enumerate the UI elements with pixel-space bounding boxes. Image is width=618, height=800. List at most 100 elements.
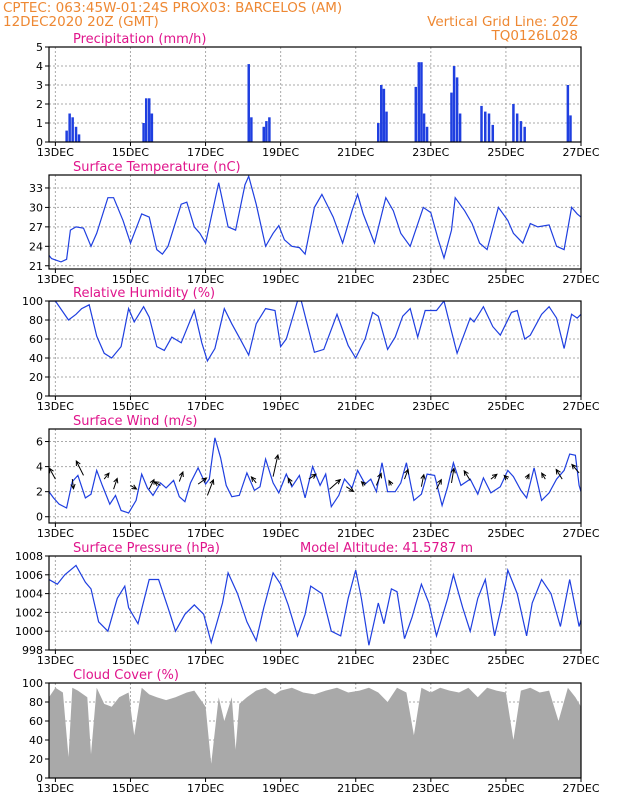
wind-vectors bbox=[48, 453, 580, 496]
precip-bar bbox=[247, 64, 250, 142]
plot-frame-temp bbox=[48, 174, 582, 270]
precip-bar bbox=[147, 98, 151, 142]
precip-bar bbox=[519, 121, 523, 142]
chart-title: Cloud Cover (%) bbox=[73, 668, 179, 683]
wind-arrow bbox=[75, 459, 84, 476]
wind-arrow bbox=[375, 472, 382, 486]
precip-bar bbox=[71, 117, 74, 142]
precip-bar bbox=[512, 104, 515, 142]
y-tick-label: 2 bbox=[36, 98, 43, 111]
x-tick-label: 15DEC bbox=[112, 527, 149, 540]
x-tick-label: 15DEC bbox=[112, 782, 149, 795]
wind-arrow bbox=[541, 472, 547, 480]
x-tick-label: 19DEC bbox=[262, 654, 299, 667]
x-tick-label: 27DEC bbox=[562, 527, 599, 540]
x-tick-label: 25DEC bbox=[487, 782, 524, 795]
chart-subtitle: Model Altitude: 41.5787 m bbox=[300, 541, 473, 556]
y-tick-label: 0 bbox=[36, 772, 43, 785]
wind-arrow bbox=[113, 477, 119, 490]
plot-frame-pres bbox=[48, 555, 582, 651]
precip-bar bbox=[265, 121, 268, 142]
x-tick-label: 21DEC bbox=[337, 654, 374, 667]
y-tick-label: 4 bbox=[36, 461, 43, 474]
wind-arrow bbox=[250, 475, 257, 484]
x-tick-label: 13DEC bbox=[37, 273, 74, 286]
chart-title: Surface Temperature (nC) bbox=[73, 160, 241, 175]
chart-panel-rh: 0 20 40 60 80 100 13DEC 15DEC 17DEC 19DEC 21DEC 23D… bbox=[22, 286, 600, 413]
wind-arrow bbox=[436, 478, 442, 490]
wind-arrow bbox=[555, 468, 563, 480]
y-tick-label: 0 bbox=[36, 390, 43, 403]
x-tick-label: 21DEC bbox=[337, 527, 374, 540]
precip-bar bbox=[487, 113, 491, 142]
wind-arrow bbox=[287, 477, 293, 486]
precip-bar bbox=[74, 126, 78, 142]
wind-arrow bbox=[178, 470, 184, 482]
header-datetime: 12DEC2020 20Z (GMT) bbox=[3, 14, 159, 30]
x-tick-label: 25DEC bbox=[487, 273, 524, 286]
y-tick-label: 1006 bbox=[15, 569, 43, 582]
y-tick-label: 27 bbox=[29, 221, 43, 234]
y-tick-label: 24 bbox=[29, 240, 43, 253]
precip-bar bbox=[420, 62, 423, 143]
x-tick-label: 15DEC bbox=[112, 273, 149, 286]
wind-arrow bbox=[308, 473, 317, 480]
x-tick-label: 19DEC bbox=[262, 400, 299, 413]
y-tick-label: 0 bbox=[36, 136, 43, 149]
x-tick-label: 17DEC bbox=[187, 146, 224, 159]
x-tick-label: 27DEC bbox=[562, 273, 599, 286]
x-tick-label: 13DEC bbox=[37, 400, 74, 413]
grid-precip bbox=[49, 47, 582, 142]
chart-panel-cloud: 0 20 40 60 80 100 13DEC 15DEC 17DEC 19DEC 21DEC 23D… bbox=[22, 668, 600, 795]
wind-arrow bbox=[524, 473, 530, 480]
wind-arrow bbox=[130, 484, 138, 490]
y-tick-label: 1008 bbox=[15, 550, 43, 563]
pres-series-line bbox=[49, 564, 581, 646]
cloud-cover-area bbox=[49, 687, 581, 778]
chart-title: Precipitation (mm/h) bbox=[73, 32, 206, 47]
y-tick-label: 80 bbox=[29, 314, 43, 327]
x-tick-label: 15DEC bbox=[112, 400, 149, 413]
precip-bar bbox=[382, 88, 386, 142]
x-tick-label: 23DEC bbox=[412, 527, 449, 540]
chart-panel-precip: 0 1 2 3 4 5 13DEC 15DEC 17DEC 19DEC 21DEC 23DEC 25DE… bbox=[36, 32, 600, 159]
precip-bar bbox=[422, 113, 426, 142]
x-tick-label: 19DEC bbox=[262, 146, 299, 159]
precip-bar bbox=[450, 92, 453, 142]
precip-bar bbox=[480, 105, 483, 142]
x-tick-label: 15DEC bbox=[112, 654, 149, 667]
header-code: TQ0126L028 bbox=[491, 28, 578, 44]
y-tick-label: 100 bbox=[22, 295, 43, 308]
y-tick-label: 4 bbox=[36, 60, 43, 73]
x-tick-label: 25DEC bbox=[487, 654, 524, 667]
precip-bar bbox=[425, 126, 429, 142]
x-tick-label: 23DEC bbox=[412, 654, 449, 667]
x-tick-label: 17DEC bbox=[187, 782, 224, 795]
wind-arrow bbox=[48, 467, 56, 480]
y-tick-label: 2 bbox=[36, 486, 43, 499]
y-tick-label: 1000 bbox=[15, 625, 43, 638]
chart-title: Relative Humidity (%) bbox=[73, 286, 215, 301]
precip-bar bbox=[68, 113, 71, 142]
x-tick-label: 23DEC bbox=[412, 782, 449, 795]
precip-bar bbox=[484, 111, 487, 142]
grid-temp bbox=[49, 175, 582, 269]
precip-bar bbox=[455, 77, 459, 142]
plot-frame-rh bbox=[48, 300, 582, 397]
wind-arrow bbox=[420, 473, 426, 487]
x-tick-label: 27DEC bbox=[562, 654, 599, 667]
y-tick-label: 998 bbox=[22, 644, 43, 657]
y-tick-label: 40 bbox=[29, 352, 43, 365]
wind-arrow bbox=[388, 479, 394, 486]
x-tick-label: 15DEC bbox=[112, 146, 149, 159]
precip-bar bbox=[452, 66, 456, 142]
precip-bar bbox=[250, 117, 253, 142]
wind-arrow bbox=[197, 477, 208, 485]
y-tick-label: 40 bbox=[29, 734, 43, 747]
x-tick-label: 21DEC bbox=[337, 400, 374, 413]
wind-arrow bbox=[571, 463, 580, 474]
y-tick-label: 33 bbox=[29, 182, 43, 195]
wind-arrow bbox=[490, 473, 498, 480]
chart-panel-temp: 21 24 27 30 33 13DEC 15DEC 17DEC 19DEC 21DEC 23DEC… bbox=[29, 160, 600, 286]
y-tick-label: 1004 bbox=[15, 588, 43, 601]
